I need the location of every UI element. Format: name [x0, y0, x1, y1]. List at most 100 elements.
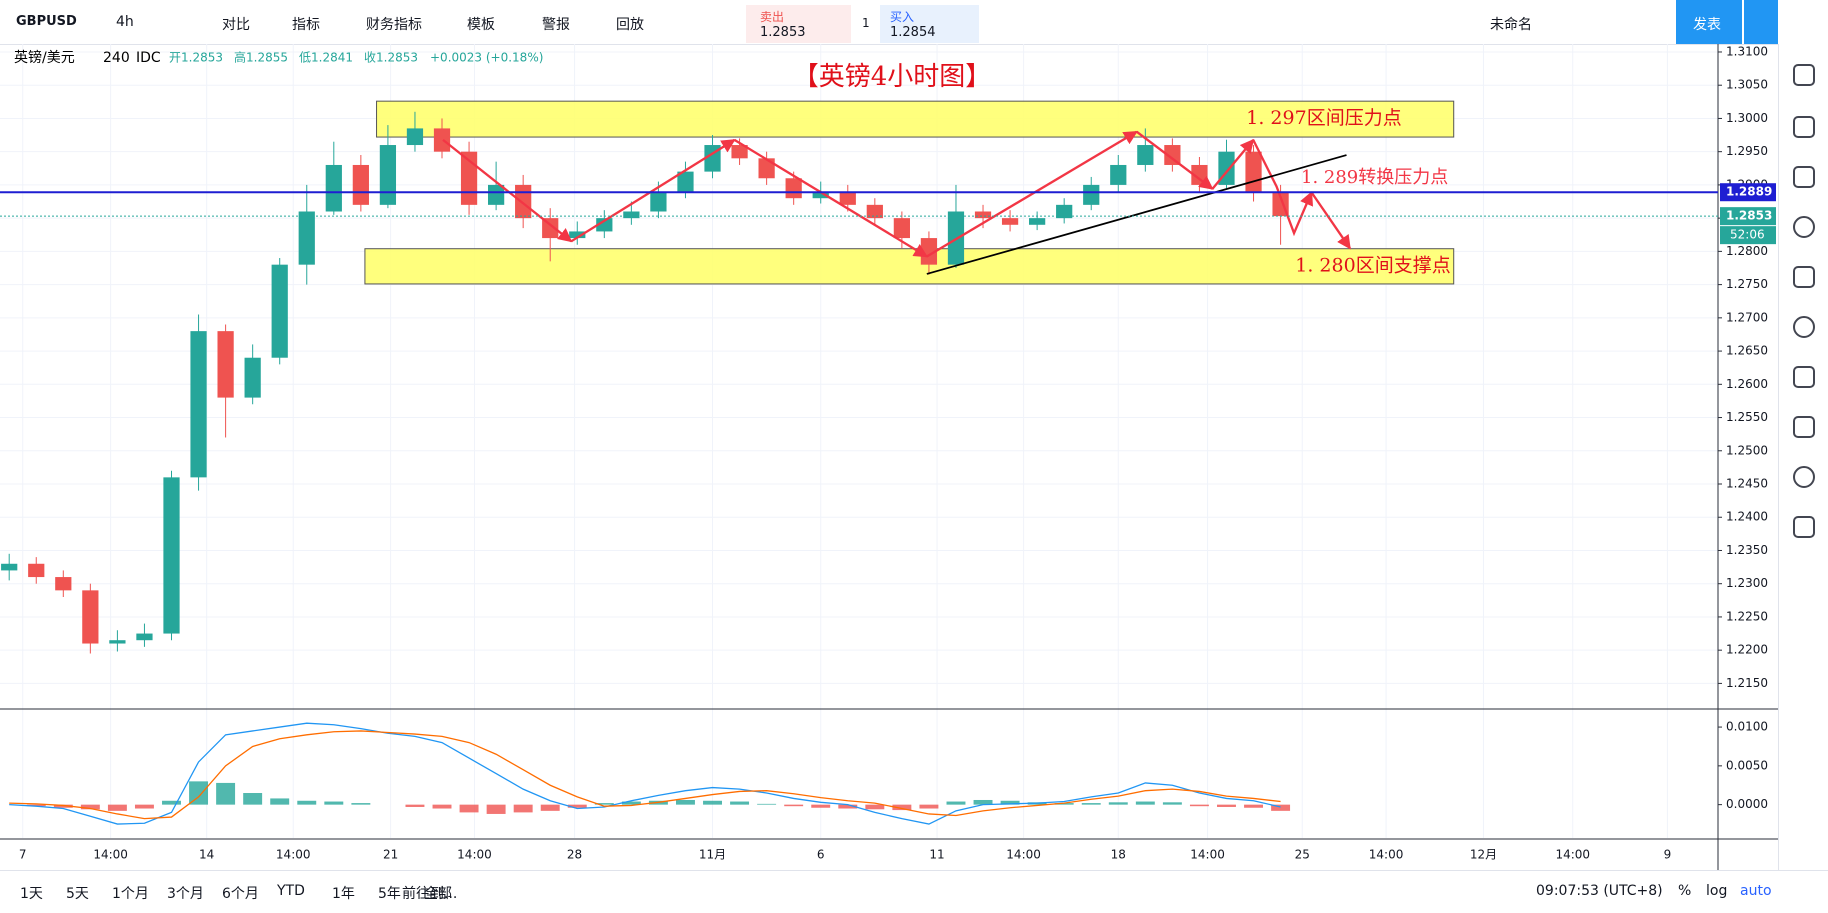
symbol[interactable]: GBPUSD	[16, 14, 77, 29]
histogram-bar	[432, 804, 452, 809]
histogram-bar	[53, 804, 73, 808]
histogram-bar	[973, 799, 993, 805]
range-button[interactable]: 全部	[424, 886, 452, 902]
y-tick-label: 0.0100	[1726, 720, 1768, 734]
price-tag-label: 1.2889	[1726, 185, 1772, 199]
candle-body	[839, 191, 856, 205]
x-tick-label: 14:00	[1190, 848, 1225, 862]
icon[interactable]	[1793, 166, 1815, 188]
histogram-bar	[621, 801, 641, 805]
y-tick-label: 0.0050	[1726, 758, 1768, 772]
legend-source: IDC	[136, 50, 161, 66]
y-tick-label: 1.2450	[1726, 477, 1768, 491]
legend-stat: +0.0023 (+0.18%)	[430, 51, 543, 65]
histogram-bar	[162, 800, 181, 805]
tool[interactable]: 对比	[222, 17, 250, 33]
icon[interactable]	[1793, 316, 1815, 338]
histogram-bar	[919, 804, 939, 809]
range-button[interactable]: 1天	[20, 886, 43, 902]
icon[interactable]	[1793, 416, 1815, 438]
icon[interactable]	[1793, 216, 1815, 238]
candle-body	[190, 331, 207, 478]
histogram-bar	[757, 803, 777, 805]
candle-body	[136, 633, 153, 641]
histogram-bar	[1189, 804, 1209, 807]
histogram-bar	[1108, 802, 1128, 805]
range-button[interactable]: 3个月	[167, 886, 204, 902]
sidebar	[1778, 44, 1828, 870]
sell-button[interactable]	[746, 5, 851, 43]
range-button[interactable]: 6个月	[222, 886, 259, 902]
price-tag	[1720, 207, 1776, 226]
clock: 09:07:53 (UTC+8)	[1536, 883, 1663, 899]
price-tag	[1720, 183, 1776, 202]
x-tick-label: 11月	[699, 848, 726, 862]
icon[interactable]	[1793, 466, 1815, 488]
candle-body	[1083, 184, 1100, 205]
candle-body	[974, 211, 992, 219]
option[interactable]: auto	[1740, 883, 1772, 899]
timer-label: 52:06	[1730, 228, 1765, 242]
histogram-bar	[26, 804, 46, 807]
macd-line	[9, 730, 1281, 820]
candle-body	[433, 128, 451, 152]
publish-button[interactable]	[1676, 0, 1742, 44]
y-tick-label: 1.2150	[1726, 676, 1768, 690]
legend-interval: 240	[103, 50, 130, 66]
y-tick-label: 1.2650	[1726, 344, 1768, 358]
y-tick-label: 1.2550	[1726, 410, 1768, 424]
trend-drawings	[442, 130, 1351, 275]
candle-body	[893, 218, 910, 239]
y-tick-label: 1.2950	[1726, 144, 1768, 158]
histogram-bar	[703, 800, 722, 805]
legend-stat: 高1.2855	[234, 50, 288, 65]
legend-stat: 收1.2853	[364, 51, 418, 65]
tool[interactable]: 警报	[542, 17, 570, 33]
option[interactable]: %	[1678, 883, 1692, 899]
buy-price: 1.2854	[890, 25, 936, 40]
sell-price: 1.2853	[760, 25, 806, 40]
candle-body	[406, 128, 424, 146]
histogram-bar	[865, 804, 885, 810]
range-button[interactable]: 1年	[332, 886, 355, 902]
icon[interactable]	[1793, 64, 1815, 86]
range-button[interactable]: 5年	[378, 886, 401, 902]
legend-stat: 低1.2841	[299, 51, 353, 65]
tool[interactable]: 指标	[292, 17, 320, 33]
histogram-bar	[730, 801, 750, 805]
histogram-bar	[1217, 804, 1236, 807]
range-button[interactable]: 5天	[66, 886, 89, 902]
icon[interactable]	[1793, 516, 1815, 538]
publish-label: 发表	[1693, 17, 1721, 33]
candle-body	[163, 477, 180, 634]
candle-body	[109, 640, 126, 644]
candle-body	[379, 145, 397, 205]
candle-body	[82, 590, 99, 644]
icon[interactable]	[1793, 366, 1815, 388]
histogram-bar	[107, 804, 127, 811]
interval[interactable]: 4h	[116, 14, 134, 30]
histogram-bar	[784, 804, 804, 807]
goto[interactable]: 前往到...	[402, 886, 458, 902]
icon[interactable]	[1793, 266, 1815, 288]
candle-body	[352, 164, 369, 205]
histogram-bar	[838, 804, 858, 809]
x-tick-label: 28	[567, 848, 582, 862]
play-button[interactable]	[1744, 0, 1778, 44]
tool[interactable]: 模板	[467, 17, 495, 33]
icon[interactable]	[1793, 116, 1815, 138]
toolbar: GBPUSD 4h 对比 指标 财务指标 模板 警报 回放 卖出 1.2853 …	[0, 0, 1828, 45]
histogram-bar	[513, 804, 533, 813]
tool[interactable]: 回放	[616, 17, 644, 33]
buy-button[interactable]	[880, 5, 979, 43]
tool[interactable]: 财务指标	[366, 17, 422, 33]
sell-label: 卖出	[760, 10, 785, 24]
x-tick-label: 6	[817, 848, 825, 862]
candle-body	[217, 331, 234, 398]
y-tick-label: 1.2750	[1726, 277, 1768, 291]
range-button[interactable]: 1个月	[112, 886, 149, 902]
layout-name[interactable]: 未命名	[1490, 17, 1532, 33]
histogram-bar	[351, 803, 371, 805]
option[interactable]: log	[1706, 883, 1728, 899]
range-button[interactable]: YTD	[277, 883, 305, 899]
